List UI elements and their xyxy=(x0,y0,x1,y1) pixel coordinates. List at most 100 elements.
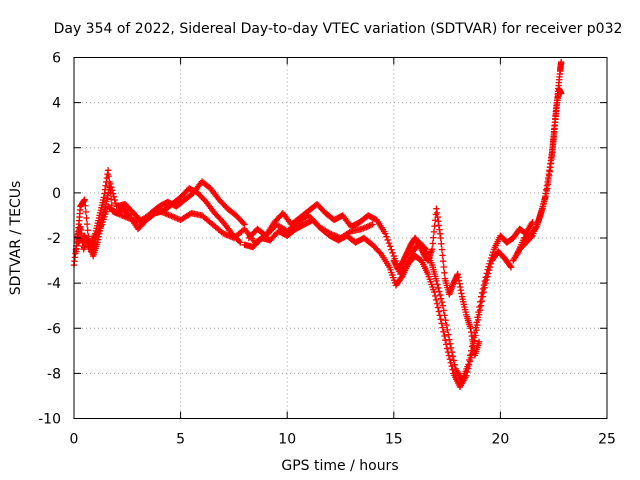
data-point xyxy=(482,279,489,287)
data-point xyxy=(435,284,442,292)
data-point xyxy=(477,302,485,309)
data-point xyxy=(386,243,394,250)
data-point xyxy=(532,224,539,232)
data-marks xyxy=(70,58,565,391)
data-point xyxy=(82,208,90,216)
data-point xyxy=(369,221,376,228)
series-track-f xyxy=(390,205,483,359)
data-point xyxy=(383,233,390,240)
y-tick-label: 0 xyxy=(52,186,61,202)
y-tick-label: -2 xyxy=(47,231,61,247)
data-point xyxy=(474,316,482,324)
data-point xyxy=(240,219,247,227)
data-point xyxy=(463,372,470,379)
data-point xyxy=(83,214,90,222)
data-point xyxy=(435,308,443,315)
data-point xyxy=(474,321,481,329)
x-tick-label: 0 xyxy=(70,432,79,448)
data-point xyxy=(81,196,88,203)
data-point xyxy=(433,300,441,307)
data-point xyxy=(444,326,451,334)
data-point xyxy=(443,321,450,329)
x-tick-label: 15 xyxy=(385,432,403,448)
data-point xyxy=(111,196,119,204)
y-axis-label: SDTVAR / TECUs xyxy=(8,181,24,296)
data-point xyxy=(384,236,391,244)
data-point xyxy=(441,269,448,277)
data-point xyxy=(466,358,474,365)
data-point xyxy=(486,263,494,271)
data-point xyxy=(476,307,484,314)
data-point xyxy=(388,246,395,253)
data-point xyxy=(107,180,114,188)
data-point xyxy=(506,262,514,270)
data-point xyxy=(436,312,443,319)
data-point xyxy=(432,296,440,304)
data-point xyxy=(107,183,115,191)
data-point xyxy=(444,348,452,356)
data-point xyxy=(440,263,447,271)
grid xyxy=(74,57,607,419)
data-point xyxy=(434,304,442,311)
data-point xyxy=(449,366,456,374)
data-point xyxy=(448,363,455,370)
data-point xyxy=(487,260,495,267)
data-point xyxy=(439,252,446,259)
data-point xyxy=(475,338,483,345)
data-point xyxy=(108,187,116,194)
data-point xyxy=(429,240,436,247)
data-point xyxy=(398,274,405,281)
data-point xyxy=(442,341,450,348)
data-point xyxy=(439,302,447,309)
data-point xyxy=(445,331,452,338)
data-point xyxy=(473,326,480,334)
data-point xyxy=(109,190,117,197)
data-point xyxy=(83,220,91,228)
data-point xyxy=(529,219,536,226)
data-point xyxy=(430,228,438,236)
data-point xyxy=(376,249,383,256)
data-point xyxy=(445,352,453,359)
data-point xyxy=(478,297,486,305)
data-point xyxy=(436,291,444,299)
data-point xyxy=(443,345,451,352)
data-point xyxy=(557,90,565,97)
data-point xyxy=(467,354,475,362)
data-point xyxy=(438,246,446,253)
y-tick-label: -6 xyxy=(47,321,61,337)
x-tick-label: 5 xyxy=(176,432,185,448)
data-point xyxy=(507,264,515,271)
data-point xyxy=(84,227,91,234)
data-point xyxy=(447,359,454,366)
x-tick-label: 25 xyxy=(598,432,616,448)
series-track-a xyxy=(70,167,244,269)
data-point xyxy=(389,249,396,257)
data-point xyxy=(480,288,487,296)
y-tick-label: -4 xyxy=(47,276,61,292)
data-point xyxy=(82,202,89,209)
data-point xyxy=(110,193,118,200)
data-point xyxy=(440,328,447,335)
data-point xyxy=(433,277,440,285)
chart-title: Day 354 of 2022, Sidereal Day-to-day VTE… xyxy=(54,21,623,37)
data-point xyxy=(237,239,244,246)
data-point xyxy=(434,281,441,288)
data-point xyxy=(432,217,439,224)
x-axis-label: GPS time / hours xyxy=(281,458,398,474)
data-point xyxy=(439,324,446,331)
y-tick-label: -8 xyxy=(47,366,61,382)
data-point xyxy=(475,311,483,318)
data-point xyxy=(446,355,454,363)
data-point xyxy=(464,365,472,372)
y-tick-label: 6 xyxy=(52,51,61,67)
data-point xyxy=(438,320,445,327)
data-point xyxy=(439,258,447,265)
data-point xyxy=(465,361,473,369)
data-point xyxy=(442,316,449,324)
data-point xyxy=(441,332,448,340)
data-point xyxy=(464,368,471,376)
data-point xyxy=(483,276,490,284)
data-point xyxy=(481,284,488,291)
data-point xyxy=(485,267,493,274)
